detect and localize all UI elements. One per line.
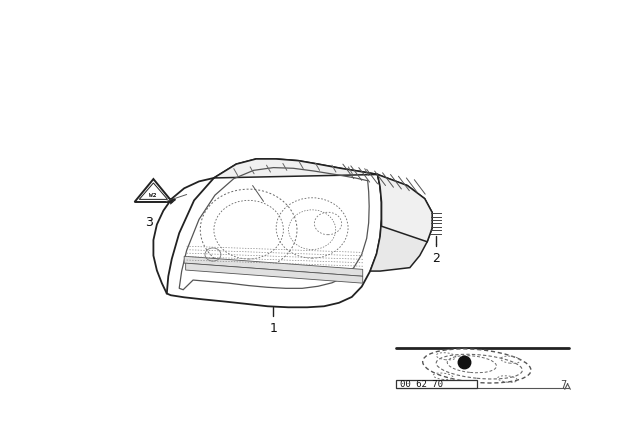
Text: 1: 1 [269, 322, 277, 335]
Polygon shape [370, 174, 432, 271]
Text: 00 62 70: 00 62 70 [400, 379, 443, 388]
Ellipse shape [422, 349, 531, 383]
Text: 2: 2 [432, 252, 440, 265]
Text: W2: W2 [148, 193, 156, 198]
Polygon shape [134, 179, 172, 202]
Polygon shape [186, 263, 363, 283]
Bar [396, 380, 477, 388]
Text: 7: 7 [560, 380, 566, 390]
Polygon shape [184, 256, 363, 276]
Text: 3: 3 [145, 216, 154, 229]
Ellipse shape [159, 156, 388, 311]
Polygon shape [214, 159, 432, 242]
Polygon shape [167, 159, 381, 307]
